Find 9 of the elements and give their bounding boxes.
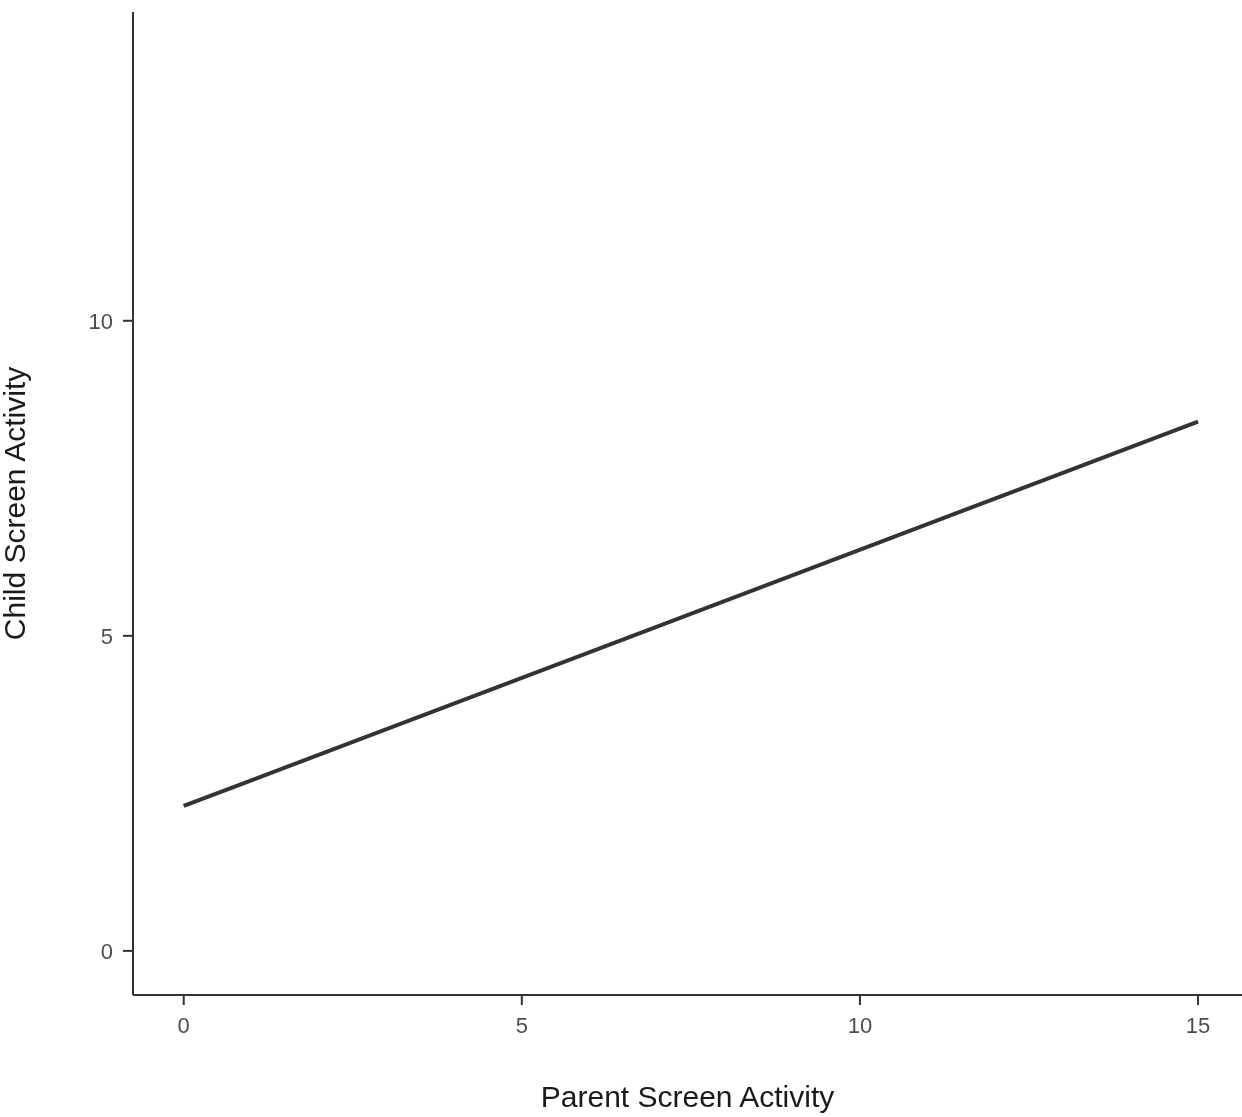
x-axis-title: Parent Screen Activity xyxy=(540,1080,835,1113)
x-tick-label: 15 xyxy=(1185,1012,1211,1038)
x-tick-label: 10 xyxy=(847,1012,873,1038)
y-tick-label: 0 xyxy=(100,938,113,964)
y-axis-title: Child Screen Activity xyxy=(0,366,31,641)
x-tick-label: 0 xyxy=(177,1012,190,1038)
y-tick-label: 10 xyxy=(88,308,113,334)
x-tick-label: 5 xyxy=(515,1012,528,1038)
y-tick-label: 5 xyxy=(100,623,113,649)
